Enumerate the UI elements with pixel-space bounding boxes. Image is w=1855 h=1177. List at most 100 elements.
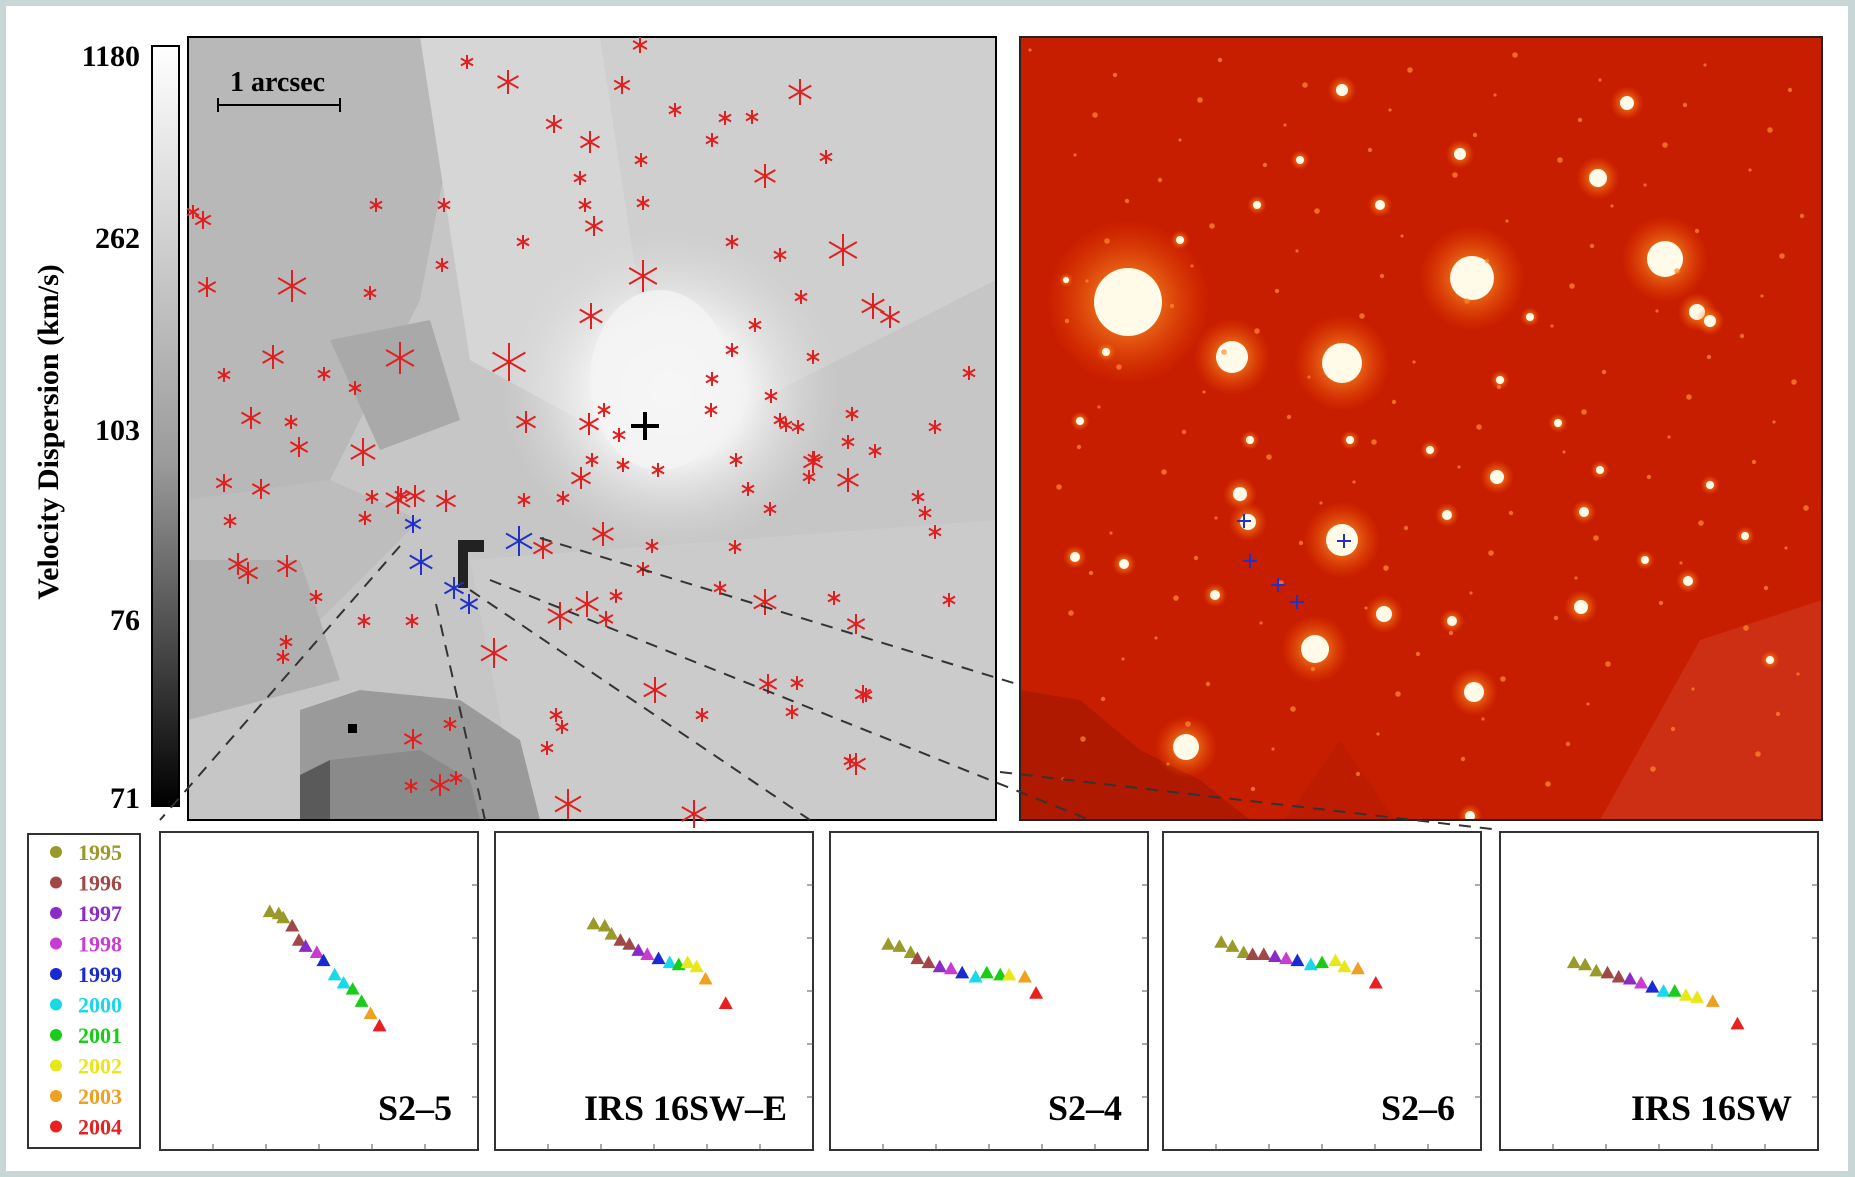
bright-star: [1490, 370, 1510, 390]
star-marker: [728, 540, 742, 554]
faint-star: [1605, 661, 1611, 667]
bright-star: [1700, 475, 1720, 495]
star-marker: [443, 717, 457, 731]
orbit-point: [1634, 975, 1649, 989]
orbit-panel-frame: [494, 831, 814, 1151]
star-marker: [251, 479, 271, 499]
orbit-point: [921, 955, 936, 969]
orbit-track: [881, 937, 1044, 999]
star-marker: [350, 438, 376, 466]
legend-year-label: 1998: [78, 932, 122, 957]
faint-star: [1157, 177, 1163, 183]
star-marker: [186, 205, 200, 219]
faint-star: [1682, 102, 1688, 108]
star-marker: [725, 235, 739, 249]
star-marker: [516, 235, 530, 249]
star-marker: [556, 491, 570, 505]
legend-marker: [50, 876, 62, 889]
star-marker: [704, 403, 718, 417]
star-marker: [584, 216, 604, 236]
star-marker: [517, 493, 531, 507]
faint-star: [1314, 208, 1320, 214]
star-marker: [636, 196, 650, 210]
faint-star: [1307, 375, 1311, 379]
faint-star: [1068, 610, 1074, 616]
orbit-point: [910, 951, 925, 965]
bright-star: [1419, 225, 1525, 331]
orbit-point: [1622, 971, 1637, 985]
orbit-point: [1589, 963, 1604, 977]
bright-star: [1327, 75, 1357, 105]
colorbar-tick-103: 103: [95, 414, 140, 447]
orbit-point: [1690, 990, 1705, 1003]
bright-star: [1520, 307, 1540, 327]
star-marker: [845, 407, 859, 421]
bright-star: [1621, 215, 1709, 303]
orbit-panel-frame: [1162, 831, 1482, 1151]
faint-star: [1286, 414, 1292, 420]
star-marker: [788, 79, 812, 105]
legend-entry-2000: 2000: [50, 993, 122, 1018]
star-marker: [592, 522, 614, 546]
bright-star: [1590, 460, 1610, 480]
orbit-point: [622, 937, 637, 950]
faint-star: [1391, 399, 1397, 405]
orbit-point: [1268, 949, 1282, 963]
orbit-panel-label: IRS 16SW–E: [584, 1088, 787, 1128]
orbit-point: [640, 947, 655, 960]
orbit-panel-label: S2–4: [1048, 1088, 1122, 1128]
star-marker: [532, 537, 554, 559]
star-marker: [807, 451, 821, 465]
faint-star: [1748, 168, 1752, 172]
faint-star: [1569, 283, 1575, 289]
orbit-point: [597, 918, 612, 932]
faint-star: [1643, 183, 1647, 187]
legend-entry-1995: 1995: [50, 840, 122, 865]
faint-star: [1763, 585, 1769, 591]
orbit-point: [698, 971, 713, 985]
star-marker: [492, 343, 526, 381]
faint-star: [1359, 313, 1365, 319]
faint-star: [1739, 333, 1745, 339]
faint-star: [1743, 625, 1749, 631]
star-marker: [579, 303, 603, 329]
star-marker: [405, 614, 419, 628]
star-marker: [194, 211, 212, 229]
star-marker: [394, 488, 408, 502]
legend-entry-1998: 1998: [50, 932, 122, 957]
faint-star: [1574, 576, 1578, 580]
dispersion-map: 1 arcsec: [186, 36, 997, 828]
star-marker: [612, 428, 626, 442]
star-marker: [632, 37, 648, 53]
orbit-point: [1279, 951, 1294, 965]
star-marker: [609, 589, 623, 603]
orbit-point: [327, 967, 342, 981]
star-marker: [237, 562, 259, 584]
faint-star: [1550, 324, 1554, 328]
faint-star: [1493, 93, 1497, 97]
bright-star: [1450, 668, 1498, 716]
star-marker: [695, 708, 709, 722]
faint-star: [1080, 736, 1086, 742]
faint-star: [1085, 279, 1089, 283]
star-marker: [918, 506, 932, 520]
star-marker: [404, 485, 426, 507]
faint-star: [1658, 600, 1664, 606]
faint-star: [1403, 525, 1409, 531]
faint-star: [1379, 273, 1385, 279]
faint-star: [1217, 57, 1223, 63]
highlighted-star-crosses: [1237, 514, 1351, 609]
orbit-point: [1017, 969, 1032, 983]
star-marker: [819, 150, 833, 164]
bright-star: [1096, 342, 1116, 362]
faint-star: [1565, 741, 1571, 747]
orbit-point: [1730, 1016, 1745, 1030]
star-marker: [365, 490, 379, 504]
orbit-panel-label: IRS 16SW: [1631, 1088, 1792, 1128]
star-marker: [942, 593, 956, 607]
orbit-point: [604, 927, 619, 940]
star-marker: [579, 131, 601, 153]
star-marker: [748, 318, 762, 332]
faint-star: [1791, 379, 1797, 385]
faint-star: [1586, 702, 1590, 706]
